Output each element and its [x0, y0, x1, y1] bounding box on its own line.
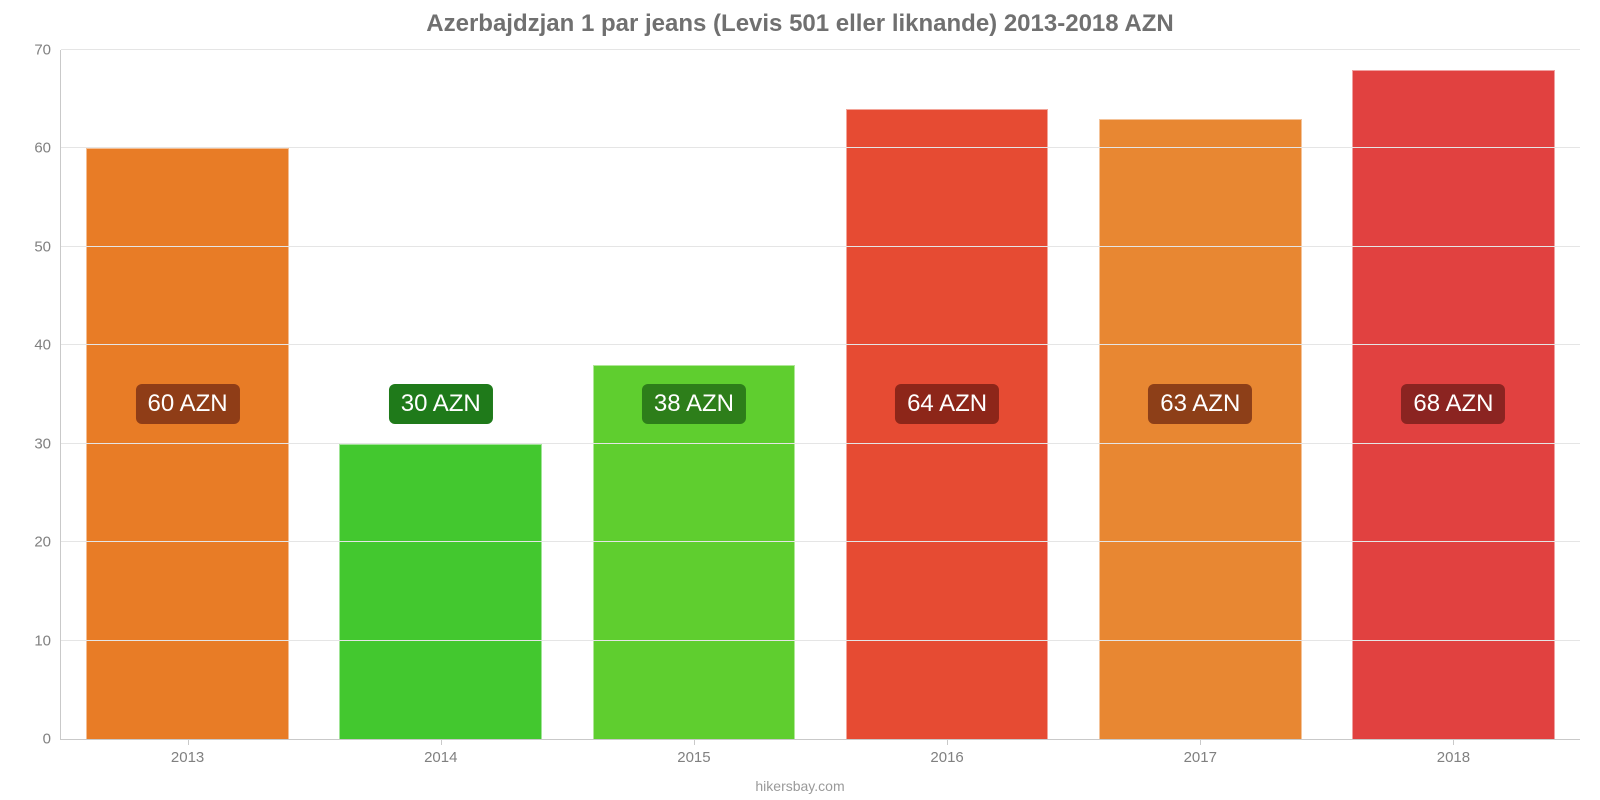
gridline	[61, 443, 1580, 444]
bar-value-label: 63 AZN	[1148, 384, 1252, 424]
bar-slot: 38 AZN2015	[567, 50, 820, 739]
gridline	[61, 344, 1580, 345]
x-tick-label: 2013	[171, 749, 204, 766]
x-tick-mark	[1453, 739, 1454, 745]
y-tick-label: 30	[34, 435, 51, 452]
x-tick-mark	[694, 739, 695, 745]
gridline	[61, 49, 1580, 50]
chart-title: Azerbajdzjan 1 par jeans (Levis 501 elle…	[0, 10, 1600, 38]
bar	[1099, 119, 1302, 739]
gridline	[61, 246, 1580, 247]
bar-chart: Azerbajdzjan 1 par jeans (Levis 501 elle…	[0, 0, 1600, 800]
bar-slot: 64 AZN2016	[821, 50, 1074, 739]
bar-value-label: 30 AZN	[389, 384, 493, 424]
x-tick-mark	[1200, 739, 1201, 745]
bar-slot: 60 AZN2013	[61, 50, 314, 739]
y-tick-label: 40	[34, 337, 51, 354]
bar-slot: 68 AZN2018	[1327, 50, 1580, 739]
bars-container: 60 AZN201330 AZN201438 AZN201564 AZN2016…	[61, 50, 1580, 739]
y-tick-label: 0	[43, 731, 51, 748]
x-tick-label: 2015	[677, 749, 710, 766]
gridline	[61, 640, 1580, 641]
x-tick-mark	[947, 739, 948, 745]
x-tick-label: 2017	[1184, 749, 1217, 766]
y-tick-label: 20	[34, 534, 51, 551]
bar-slot: 30 AZN2014	[314, 50, 567, 739]
bar-value-label: 38 AZN	[642, 384, 746, 424]
bar-slot: 63 AZN2017	[1074, 50, 1327, 739]
x-tick-mark	[188, 739, 189, 745]
x-tick-mark	[441, 739, 442, 745]
y-tick-label: 10	[34, 632, 51, 649]
chart-source: hikersbay.com	[0, 778, 1600, 794]
bar-value-label: 68 AZN	[1401, 384, 1505, 424]
plot-area: 60 AZN201330 AZN201438 AZN201564 AZN2016…	[60, 50, 1580, 740]
bar-value-label: 64 AZN	[895, 384, 999, 424]
bar	[86, 148, 289, 739]
y-tick-label: 60	[34, 140, 51, 157]
y-tick-label: 70	[34, 42, 51, 59]
bar	[846, 109, 1049, 739]
x-tick-label: 2018	[1437, 749, 1470, 766]
x-tick-label: 2014	[424, 749, 457, 766]
gridline	[61, 541, 1580, 542]
bar	[339, 444, 542, 739]
gridline	[61, 147, 1580, 148]
y-tick-label: 50	[34, 238, 51, 255]
x-tick-label: 2016	[930, 749, 963, 766]
bar-value-label: 60 AZN	[136, 384, 240, 424]
